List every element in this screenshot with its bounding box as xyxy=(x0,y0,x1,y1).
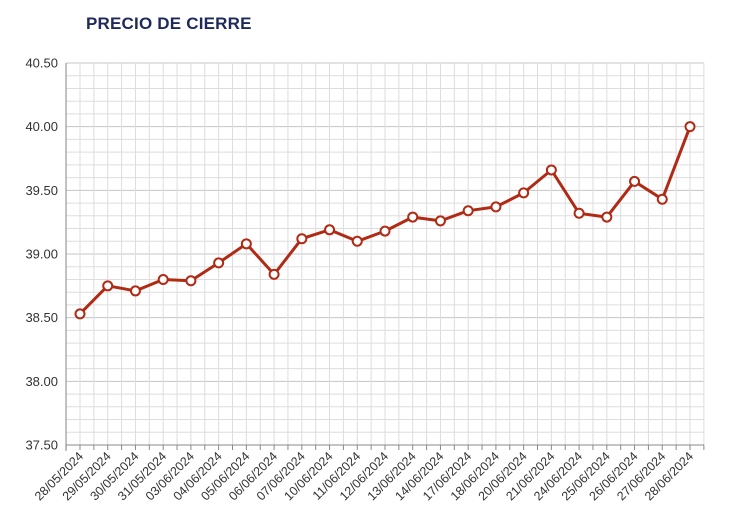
y-tick-label: 38.50 xyxy=(25,310,58,325)
data-point xyxy=(573,207,585,219)
data-point xyxy=(462,205,474,217)
data-point xyxy=(629,175,641,187)
data-point xyxy=(379,225,391,237)
data-point xyxy=(407,211,419,223)
data-point xyxy=(656,193,668,205)
data-point xyxy=(545,164,557,176)
chart-title: PRECIO DE CIERRE xyxy=(86,14,252,33)
data-point xyxy=(129,285,141,297)
data-point xyxy=(351,235,363,247)
y-tick-label: 39.50 xyxy=(25,183,58,198)
grid xyxy=(65,62,705,446)
data-point xyxy=(240,238,252,250)
x-tick-labels: 28/05/202429/05/202430/05/202431/05/2024… xyxy=(32,449,696,503)
data-point xyxy=(434,215,446,227)
series xyxy=(74,121,696,320)
data-point xyxy=(185,275,197,287)
data-point xyxy=(74,308,86,320)
data-point xyxy=(102,280,114,292)
data-point xyxy=(684,121,696,133)
y-tick-label: 37.50 xyxy=(25,438,58,453)
data-point xyxy=(518,187,530,199)
y-tick-labels: 37.50 38.00 38.50 39.00 39.50 40.00 40.50 xyxy=(25,56,58,453)
y-tick-label: 40.50 xyxy=(25,56,58,71)
data-point xyxy=(213,257,225,269)
data-point xyxy=(296,233,308,245)
axes xyxy=(65,63,705,451)
data-point xyxy=(157,273,169,285)
data-point xyxy=(324,224,336,236)
y-tick-label: 38.00 xyxy=(25,374,58,389)
data-point xyxy=(601,211,613,223)
data-point xyxy=(490,201,502,213)
y-tick-label: 39.00 xyxy=(25,247,58,262)
y-tick-label: 40.00 xyxy=(25,119,58,134)
data-point xyxy=(268,268,280,280)
